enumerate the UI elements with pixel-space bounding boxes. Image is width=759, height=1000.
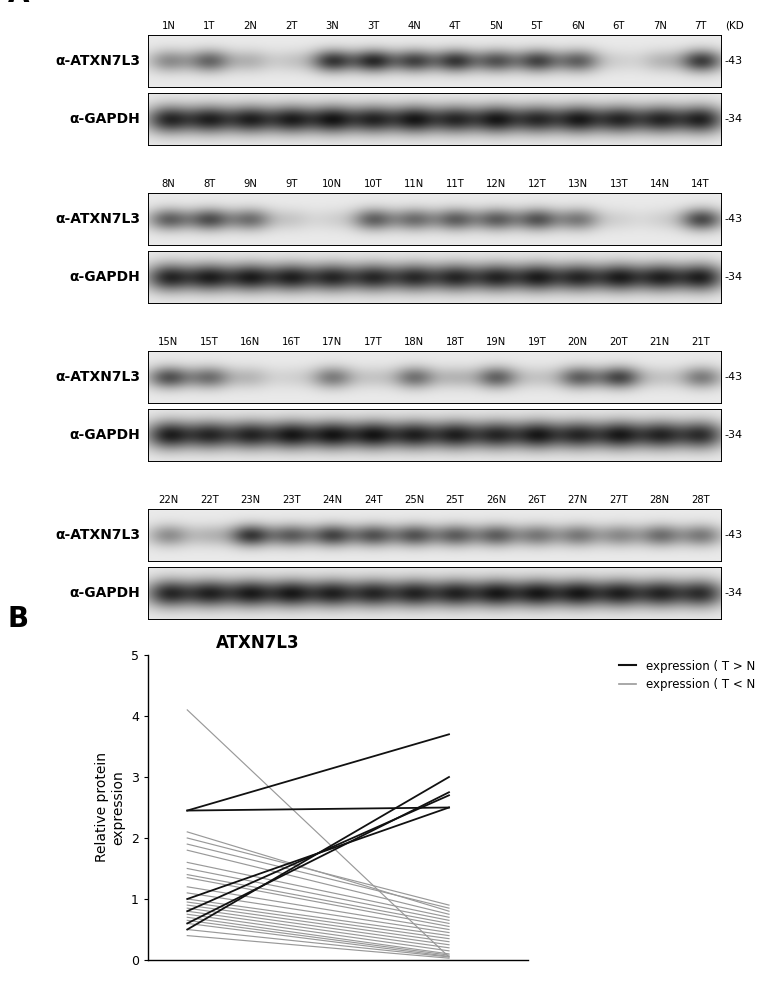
Text: 18T: 18T xyxy=(446,337,465,347)
Text: 16T: 16T xyxy=(282,337,301,347)
Text: 4N: 4N xyxy=(407,21,421,31)
Text: α-GAPDH: α-GAPDH xyxy=(70,112,140,126)
Text: 8N: 8N xyxy=(162,179,175,189)
Text: ATXN7L3: ATXN7L3 xyxy=(216,634,300,652)
Text: 20T: 20T xyxy=(609,337,628,347)
Text: B: B xyxy=(8,605,29,633)
Text: -43: -43 xyxy=(725,372,743,382)
Text: 17T: 17T xyxy=(364,337,383,347)
Text: 10N: 10N xyxy=(322,179,342,189)
Text: 26T: 26T xyxy=(528,495,546,505)
Text: 14T: 14T xyxy=(691,179,710,189)
Text: 11T: 11T xyxy=(446,179,465,189)
Text: 1T: 1T xyxy=(203,21,216,31)
Text: 16N: 16N xyxy=(240,337,260,347)
Text: 7T: 7T xyxy=(694,21,707,31)
Text: A: A xyxy=(8,0,29,8)
Text: 26N: 26N xyxy=(486,495,506,505)
Text: 9N: 9N xyxy=(244,179,257,189)
Text: α-ATXN7L3: α-ATXN7L3 xyxy=(55,528,140,542)
Text: 17N: 17N xyxy=(322,337,342,347)
Text: 21N: 21N xyxy=(650,337,669,347)
Text: 15N: 15N xyxy=(159,337,178,347)
Text: α-GAPDH: α-GAPDH xyxy=(70,428,140,442)
Text: 18N: 18N xyxy=(404,337,424,347)
Text: α-ATXN7L3: α-ATXN7L3 xyxy=(55,212,140,226)
Text: 1N: 1N xyxy=(162,21,175,31)
Text: 22T: 22T xyxy=(200,495,219,505)
Y-axis label: Relative protein
expression: Relative protein expression xyxy=(95,752,125,862)
Text: 6T: 6T xyxy=(613,21,625,31)
Text: 14N: 14N xyxy=(650,179,669,189)
Text: -43: -43 xyxy=(725,530,743,540)
Text: 2T: 2T xyxy=(285,21,298,31)
Text: 2N: 2N xyxy=(244,21,257,31)
Text: 19T: 19T xyxy=(528,337,546,347)
Text: 28T: 28T xyxy=(691,495,710,505)
Text: α-ATXN7L3: α-ATXN7L3 xyxy=(55,54,140,68)
Text: 7N: 7N xyxy=(653,21,666,31)
Text: 27T: 27T xyxy=(609,495,628,505)
Text: 12N: 12N xyxy=(486,179,506,189)
Text: 24T: 24T xyxy=(364,495,383,505)
Text: -34: -34 xyxy=(725,272,743,282)
Text: 15T: 15T xyxy=(200,337,219,347)
Text: α-GAPDH: α-GAPDH xyxy=(70,586,140,600)
Text: 25N: 25N xyxy=(404,495,424,505)
Text: 5N: 5N xyxy=(489,21,503,31)
Text: 11N: 11N xyxy=(404,179,424,189)
Text: -43: -43 xyxy=(725,214,743,224)
Text: 4T: 4T xyxy=(449,21,461,31)
Text: 10T: 10T xyxy=(364,179,383,189)
Text: 3N: 3N xyxy=(326,21,339,31)
Text: 3T: 3T xyxy=(367,21,380,31)
Legend: expression ( T > N ), expression ( T < N ): expression ( T > N ), expression ( T < N… xyxy=(614,655,759,696)
Text: -43: -43 xyxy=(725,56,743,66)
Text: 27N: 27N xyxy=(568,495,588,505)
Text: 13N: 13N xyxy=(568,179,588,189)
Text: 23N: 23N xyxy=(241,495,260,505)
Text: 23T: 23T xyxy=(282,495,301,505)
Text: (KD: (KD xyxy=(725,21,744,31)
Text: 8T: 8T xyxy=(203,179,216,189)
Text: 25T: 25T xyxy=(446,495,465,505)
Text: α-ATXN7L3: α-ATXN7L3 xyxy=(55,370,140,384)
Text: 5T: 5T xyxy=(531,21,543,31)
Text: -34: -34 xyxy=(725,588,743,598)
Text: 20N: 20N xyxy=(568,337,588,347)
Text: 12T: 12T xyxy=(528,179,546,189)
Text: 6N: 6N xyxy=(571,21,584,31)
Text: 9T: 9T xyxy=(285,179,298,189)
Text: 28N: 28N xyxy=(650,495,669,505)
Text: -34: -34 xyxy=(725,430,743,440)
Text: α-GAPDH: α-GAPDH xyxy=(70,270,140,284)
Text: 13T: 13T xyxy=(609,179,628,189)
Text: -34: -34 xyxy=(725,114,743,124)
Text: 24N: 24N xyxy=(322,495,342,505)
Text: 21T: 21T xyxy=(691,337,710,347)
Text: 22N: 22N xyxy=(159,495,178,505)
Text: 19N: 19N xyxy=(486,337,506,347)
